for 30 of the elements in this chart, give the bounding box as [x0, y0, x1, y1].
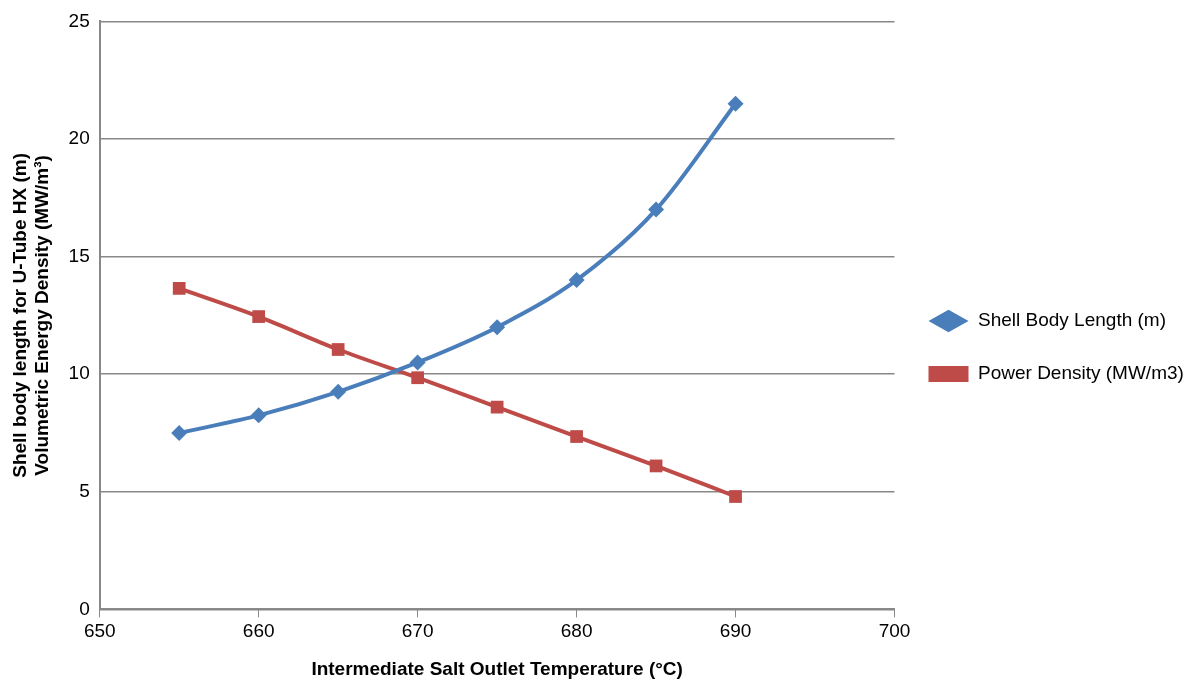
y-tick-label: 15	[68, 244, 90, 266]
point	[172, 281, 186, 295]
x-tick-label: 700	[878, 620, 911, 642]
point	[171, 425, 188, 441]
y-tick-label: 5	[79, 480, 90, 502]
legend-label: Shell Body Length (m)	[978, 309, 1166, 331]
point	[727, 95, 744, 112]
legend-label: Power Density (MW/m3)	[978, 362, 1184, 384]
x-tick-label: 670	[401, 620, 434, 642]
point	[648, 201, 665, 218]
point	[330, 383, 347, 400]
point	[409, 354, 426, 371]
x-axis-title: Intermediate Salt Outlet Temperature (°C)	[311, 657, 683, 679]
x-tick-label: 680	[560, 620, 593, 642]
point	[331, 343, 345, 356]
point	[729, 490, 742, 503]
x-tick-label: 660	[242, 620, 275, 642]
y-tick-label: 0	[79, 597, 90, 619]
point	[568, 272, 585, 289]
x-tick-label: 690	[719, 620, 752, 642]
point	[252, 310, 266, 323]
y-axis-title: Shell body length for U-Tube HX (m) Volumetric Energy Density (MW/m³)	[8, 153, 53, 478]
y-tick-label: 10	[68, 362, 90, 384]
y-tick-label: 20	[68, 127, 90, 149]
x-tick-label: 650	[83, 620, 116, 642]
point	[250, 407, 267, 424]
point	[411, 371, 424, 385]
point	[570, 430, 583, 443]
y-tick-label: 25	[68, 9, 90, 31]
point	[489, 319, 506, 336]
